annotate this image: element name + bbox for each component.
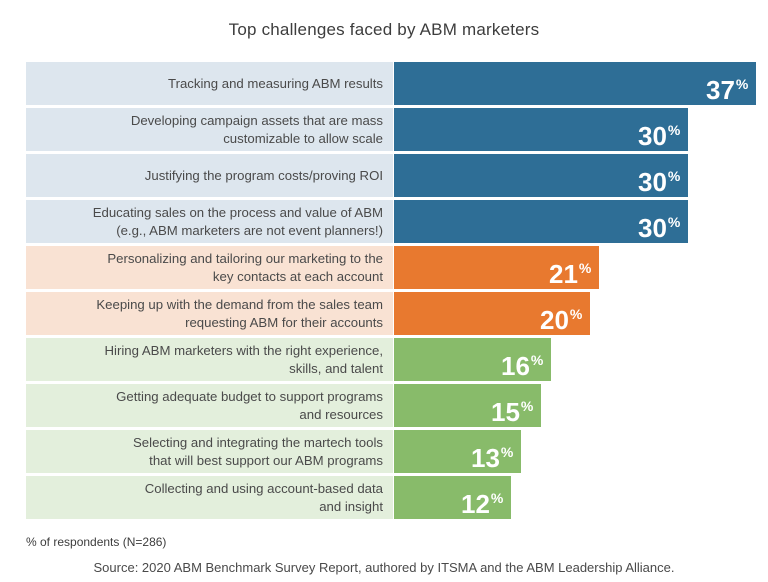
category-label: Hiring ABM marketers with the right expe… <box>26 338 393 381</box>
category-label-line: Keeping up with the demand from the sale… <box>96 296 383 312</box>
bar-value-percent: % <box>735 75 749 92</box>
category-label: Justifying the program costs/proving ROI <box>26 154 393 197</box>
category-label-line: Collecting and using account-based data <box>144 480 383 496</box>
bar <box>394 476 511 519</box>
category-label: Educating sales on the process and value… <box>26 200 393 243</box>
bar-value-number: 30 <box>638 212 667 243</box>
respondents-footnote: % of respondents (N=286) <box>26 535 167 549</box>
category-label-text: Tracking and measuring ABM results <box>168 75 383 93</box>
category-label-line: requesting ABM for their accounts <box>185 314 383 330</box>
bar <box>394 430 521 473</box>
bar <box>394 200 688 243</box>
category-label: Getting adequate budget to support progr… <box>26 384 393 427</box>
category-label-text: Collecting and using account-based data a… <box>145 480 383 516</box>
bar-value-percent: % <box>520 397 534 414</box>
bar-value-number: 21 <box>549 258 578 289</box>
chart-title: Top challenges faced by ABM marketers <box>228 20 540 39</box>
category-label-line: and insight <box>319 498 383 514</box>
category-label-line: Tracking and measuring ABM results <box>168 75 383 91</box>
category-label-text: Selecting and integrating the martech to… <box>133 434 383 470</box>
bar-value-label: 37% <box>706 69 748 105</box>
bar-value-number: 30 <box>638 120 667 151</box>
bar <box>394 108 688 151</box>
bar-value-number: 16 <box>501 350 530 381</box>
category-label-line: Developing campaign assets that are mass <box>130 112 383 128</box>
category-label: Keeping up with the demand from the sale… <box>26 292 393 335</box>
bar <box>394 62 756 105</box>
bar-value-percent: % <box>667 213 681 230</box>
bar-value-number: 12 <box>461 488 490 519</box>
category-label-line: skills, and talent <box>289 360 383 376</box>
category-label-text: Personalizing and tailoring our marketin… <box>107 250 383 286</box>
category-label-line: and resources <box>299 406 383 422</box>
category-label-line: Selecting and integrating the martech to… <box>133 434 383 450</box>
bar <box>394 246 599 289</box>
category-label-line: Getting adequate budget to support progr… <box>116 388 383 404</box>
bar-value-label: 20% <box>540 299 582 335</box>
bar-value-percent: % <box>500 443 514 460</box>
bar-value-number: 13 <box>471 442 500 473</box>
bar-value-percent: % <box>667 167 681 184</box>
bar-value-percent: % <box>578 259 592 276</box>
bar-value-percent: % <box>667 121 681 138</box>
bar-value-label: 13% <box>471 437 513 473</box>
bar-value-label: 21% <box>549 253 591 289</box>
category-label: Tracking and measuring ABM results <box>26 62 393 105</box>
bar-value-label: 30% <box>638 161 680 197</box>
category-label: Selecting and integrating the martech to… <box>26 430 393 473</box>
bar <box>394 384 541 427</box>
category-label-line: Hiring ABM marketers with the right expe… <box>104 342 383 358</box>
bar <box>394 338 551 381</box>
bar-value-number: 20 <box>540 304 569 335</box>
category-label-line: key contacts at each account <box>212 268 383 284</box>
bar-value-number: 30 <box>638 166 667 197</box>
bar-value-label: 15% <box>491 391 533 427</box>
category-label-text: Keeping up with the demand from the sale… <box>96 296 383 332</box>
category-label-text: Educating sales on the process and value… <box>93 204 383 240</box>
bar-value-percent: % <box>490 489 504 506</box>
category-label-text: Getting adequate budget to support progr… <box>116 388 383 424</box>
bar-value-percent: % <box>530 351 544 368</box>
bar-value-number: 15 <box>491 396 520 427</box>
category-label-line: Justifying the program costs/proving ROI <box>144 167 383 183</box>
bar-value-number: 37 <box>706 74 735 105</box>
category-label-line: customizable to allow scale <box>223 130 383 146</box>
category-label-text: Hiring ABM marketers with the right expe… <box>104 342 383 378</box>
bar-value-label: 16% <box>501 345 543 381</box>
category-label-line: Personalizing and tailoring our marketin… <box>107 250 383 266</box>
category-label-line: (e.g., ABM marketers are not event plann… <box>116 222 383 238</box>
category-label: Collecting and using account-based data a… <box>26 476 393 519</box>
category-label: Personalizing and tailoring our marketin… <box>26 246 393 289</box>
category-label-text: Developing campaign assets that are mass… <box>131 112 383 148</box>
category-label-text: Justifying the program costs/proving ROI <box>145 167 383 185</box>
bar-value-label: 30% <box>638 115 680 151</box>
bar-value-label: 30% <box>638 207 680 243</box>
category-label-line: Educating sales on the process and value… <box>92 204 383 220</box>
bar <box>394 292 590 335</box>
bar <box>394 154 688 197</box>
category-label: Developing campaign assets that are mass… <box>26 108 393 151</box>
bar-value-percent: % <box>569 305 583 322</box>
bar-value-label: 12% <box>461 483 503 519</box>
category-label-line: that will best support our ABM programs <box>149 452 383 468</box>
source-note: Source: 2020 ABM Benchmark Survey Report… <box>93 560 675 575</box>
